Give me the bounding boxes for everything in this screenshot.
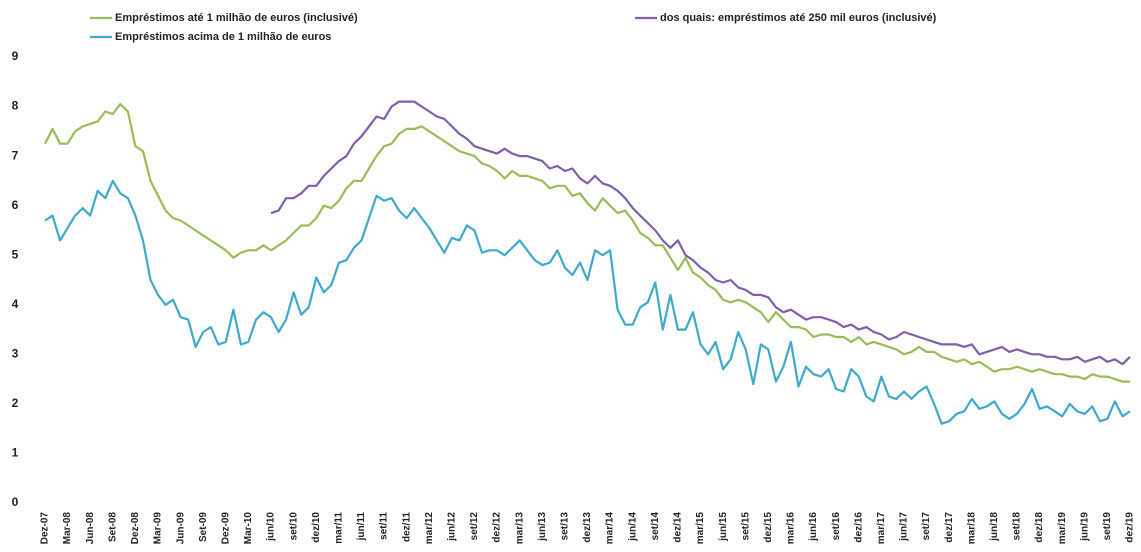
legend-label: Empréstimos acima de 1 milhão de euros [115,31,331,43]
legend-label: Empréstimos até 1 milhão de euros (inclu… [115,12,358,24]
x-tick-label: Dez-09 [220,512,231,545]
x-tick-label: dez/14 [673,512,684,543]
x-tick-label: jun/19 [1079,512,1090,542]
x-tick-label: Set-09 [198,512,209,542]
x-tick-label: Mar-09 [153,512,164,545]
x-tick-label: set/13 [560,512,571,541]
x-tick-label: dez/11 [401,512,412,542]
y-tick-label: 0 [12,495,19,509]
y-tick-label: 1 [12,446,19,460]
y-tick-label: 4 [12,297,19,311]
x-tick-label: mar/15 [695,512,706,545]
y-tick-label: 2 [12,396,19,410]
x-tick-label: Mar-10 [243,512,254,545]
series-line [270,100,1131,366]
x-tick-label: set/19 [1102,512,1113,541]
y-tick-label: 6 [12,198,19,212]
x-tick-label: Set-08 [107,512,118,542]
x-tick-label: set/12 [469,512,480,541]
x-tick-label: jun/13 [537,512,548,542]
x-tick-label: jun/17 [899,512,910,542]
x-tick-label: set/18 [1012,512,1023,541]
x-tick-label: mar/16 [786,512,797,545]
x-tick-label: dez/12 [492,512,503,543]
y-tick-label: 5 [12,247,19,261]
x-tick-label: dez/13 [582,512,593,543]
x-tick-label: dez/10 [311,512,322,543]
x-tick-label: jun/15 [718,512,729,542]
x-tick-label: Jun-08 [85,512,96,545]
x-tick-label: jun/12 [447,512,458,542]
x-tick-label: dez/15 [763,512,774,543]
x-tick-label: mar/19 [1057,512,1068,545]
x-tick-label: mar/12 [424,512,435,545]
x-tick-label: dez/18 [1034,512,1045,543]
x-tick-label: jun/10 [266,512,277,542]
y-tick-label: 3 [12,347,19,361]
x-tick-label: dez/19 [1125,512,1136,543]
x-tick-label: mar/11 [333,512,344,544]
x-tick-label: jun/18 [989,512,1000,542]
x-tick-label: mar/14 [605,512,616,545]
series-line [44,179,1131,425]
x-tick-label: dez/17 [944,512,955,543]
x-tick-label: set/14 [650,512,661,541]
legend-label: dos quais: empréstimos até 250 mil euros… [660,12,937,24]
x-tick-label: jun/11 [356,512,367,542]
y-tick-label: 7 [12,148,19,162]
x-tick-label: mar/17 [876,512,887,545]
x-tick-label: Jun-09 [175,512,186,545]
x-tick-label: Mar-08 [62,512,73,545]
x-tick-label: set/11 [379,512,390,540]
x-tick-label: Dez-07 [40,512,51,545]
x-tick-label: jun/16 [808,512,819,542]
x-tick-label: set/17 [921,512,932,541]
y-tick-label: 8 [12,99,19,113]
x-tick-label: mar/18 [966,512,977,545]
x-tick-label: set/15 [740,512,751,541]
x-tick-label: Dez-08 [130,512,141,545]
x-tick-label: set/10 [288,512,299,541]
series-line [44,103,1130,383]
x-tick-label: mar/13 [514,512,525,545]
x-tick-label: jun/14 [627,512,638,542]
y-tick-label: 9 [12,49,19,63]
x-tick-label: set/16 [831,512,842,541]
x-tick-label: dez/16 [853,512,864,543]
